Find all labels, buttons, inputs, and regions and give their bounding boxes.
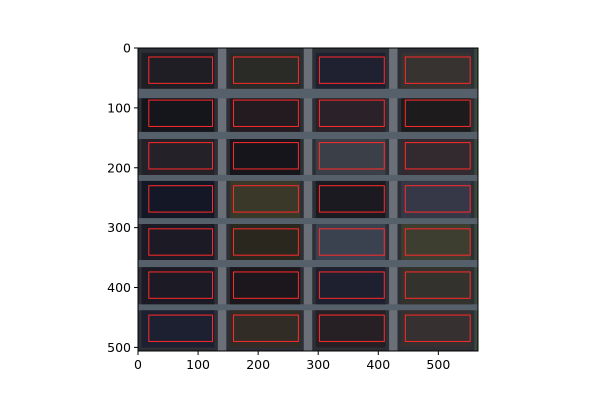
boxes-layer (148, 56, 471, 342)
detection-box (148, 185, 213, 213)
detection-box (404, 228, 471, 256)
grid-cell (401, 224, 471, 260)
detection-box (233, 142, 299, 170)
horizontal-rail (138, 304, 478, 311)
detection-box (318, 185, 385, 213)
grid-cell (401, 52, 471, 89)
x-tick-label: 200 (246, 357, 270, 372)
edge-strip (474, 48, 478, 351)
grid-cell (315, 224, 386, 260)
y-axis-ticks: 0 100 200 300 400 500 (107, 41, 138, 355)
detection-box (404, 142, 471, 170)
detection-box (318, 271, 385, 299)
axes-frame (137, 47, 479, 352)
detection-box (148, 271, 213, 299)
detection-box (233, 99, 299, 127)
x-tick-label: 300 (306, 357, 330, 372)
y-tick-label: 0 (123, 41, 131, 56)
detection-box (404, 314, 471, 342)
horizontal-rail (138, 88, 478, 99)
detection-box (318, 142, 385, 170)
detection-box (404, 99, 471, 127)
detection-box (148, 142, 213, 170)
horizontal-rail (138, 218, 478, 225)
grid-cell (141, 224, 215, 260)
vertical-post (389, 48, 398, 351)
grid-cell (229, 52, 301, 89)
grid-cell (229, 224, 301, 260)
x-tick-label: 100 (186, 357, 210, 372)
vertical-post (303, 48, 313, 351)
detection-box (404, 271, 471, 299)
detection-box (233, 185, 299, 213)
detection-box (233, 228, 299, 256)
x-tick-label: 500 (426, 357, 450, 372)
grid-cell (141, 139, 215, 175)
x-tick-label: 400 (366, 357, 390, 372)
x-axis-ticks: 0 100 200 300 400 500 (134, 351, 450, 372)
grid-cell (141, 52, 215, 89)
y-tick-label: 200 (107, 160, 131, 175)
detection-box (148, 228, 213, 256)
detection-box (148, 314, 213, 342)
grid-cell (401, 139, 471, 175)
horizontal-rail (138, 131, 478, 140)
detection-box (404, 185, 471, 213)
axes: 0 100 200 300 400 500 0 100 200 300 400 500 (107, 41, 479, 372)
detection-box (233, 56, 299, 84)
y-tick-label: 500 (107, 340, 131, 355)
x-tick-label: 0 (134, 357, 142, 372)
y-tick-label: 400 (107, 280, 131, 295)
detection-box (148, 99, 213, 127)
detection-box (404, 56, 471, 84)
horizontal-rail (138, 174, 478, 181)
grid-cell (229, 139, 301, 175)
detection-box (318, 228, 385, 256)
detection-box (318, 56, 385, 84)
vertical-post (217, 48, 227, 351)
y-tick-label: 100 (107, 100, 131, 115)
grid-cell (315, 52, 386, 89)
detection-box (233, 271, 299, 299)
grid-cell (315, 139, 386, 175)
image-plot-area (138, 48, 478, 351)
horizontal-rail (138, 259, 478, 268)
detection-box (148, 56, 213, 84)
detection-box (318, 99, 385, 127)
detection-box (318, 314, 385, 342)
y-tick-label: 300 (107, 220, 131, 235)
detection-box (233, 314, 299, 342)
